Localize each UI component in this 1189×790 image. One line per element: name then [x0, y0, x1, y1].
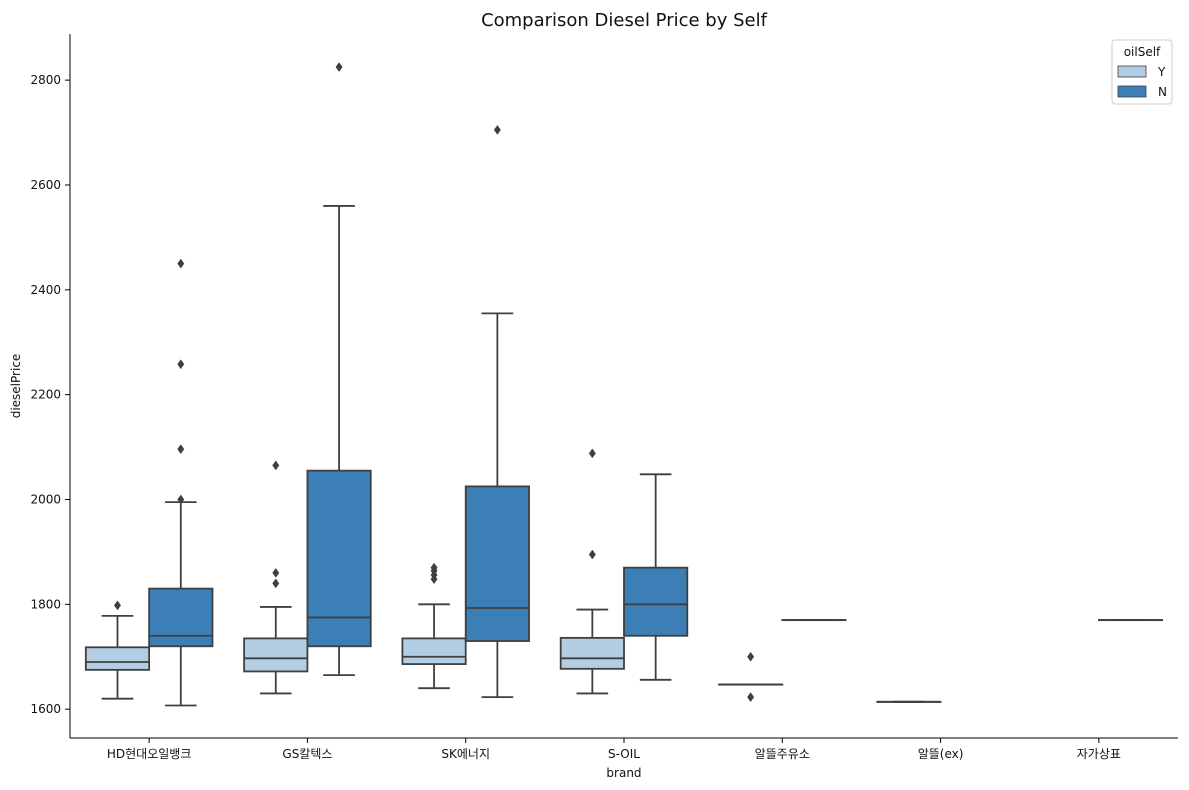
x-ticks: HD현대오일뱅크 GS칼텍스 SK에너지 S-OIL 알뜰주유소 알뜰(ex) 자가상표: [107, 738, 1121, 761]
y-tick-label: 2000: [30, 492, 61, 506]
outlier-point: [272, 567, 280, 578]
x-tick-label: HD현대오일뱅크: [107, 747, 192, 761]
y-tick-label: 2200: [30, 388, 61, 402]
x-tick-label: GS칼텍스: [282, 747, 332, 761]
chart-title: Comparison Diesel Price by Self: [481, 10, 768, 31]
outlier-point: [747, 692, 755, 703]
x-tick-label: 알뜰(ex): [918, 747, 964, 761]
iqr-box: [84, 646, 151, 671]
box-N-2: [464, 124, 530, 699]
x-axis-label: brand: [606, 766, 641, 780]
legend-items: YN: [1117, 65, 1167, 99]
y-tick-label: 1800: [30, 597, 61, 611]
outlier-point: [177, 359, 185, 370]
outlier-point: [747, 651, 755, 662]
box-Y-0: [84, 600, 151, 700]
legend-label-Y: Y: [1157, 65, 1166, 79]
outlier-point: [113, 600, 121, 611]
iqr-box: [306, 469, 372, 648]
outlier-point: [272, 460, 280, 471]
iqr-box: [401, 637, 467, 665]
x-tick-label: S-OIL: [608, 747, 640, 761]
outlier-point: [177, 444, 185, 455]
box-Y-1: [243, 460, 309, 695]
outlier-point: [177, 258, 185, 269]
legend-title: oilSelf: [1124, 45, 1161, 59]
y-tick-label: 2400: [30, 283, 61, 297]
box-Y-4: [718, 651, 784, 703]
outlier-point: [430, 562, 438, 573]
x-tick-label: 알뜰주유소: [755, 747, 810, 761]
iqr-box: [464, 485, 530, 642]
outlier-point: [588, 549, 596, 560]
box-N-0: [148, 258, 214, 707]
iqr-box: [623, 566, 689, 637]
legend-swatch-Y: [1117, 65, 1147, 78]
box-N-3: [623, 473, 689, 681]
iqr-box: [559, 636, 625, 670]
iqr-box: [148, 587, 214, 648]
y-tick-label: 1600: [30, 702, 61, 716]
iqr-box: [243, 637, 309, 673]
x-tick-label: SK에너지: [441, 747, 490, 761]
outlier-point: [335, 62, 343, 72]
y-tick-label: 2800: [30, 73, 61, 87]
legend-label-N: N: [1158, 85, 1167, 99]
outlier-point: [588, 448, 596, 459]
x-tick-label: 자가상표: [1077, 747, 1121, 761]
outlier-point: [493, 124, 501, 135]
y-ticks: 1600 1800 2000 2200 2400 2600 2800: [30, 73, 70, 716]
outlier-point: [177, 494, 185, 505]
plot-area: [84, 62, 1164, 707]
outlier-point: [272, 578, 280, 589]
box-N-1: [306, 62, 372, 676]
box-Y-2: [401, 562, 467, 690]
legend-swatch-N: [1117, 85, 1147, 98]
y-axis-label: dieselPrice: [9, 354, 23, 419]
y-tick-label: 2600: [30, 178, 61, 192]
legend: oilSelf YN: [1111, 39, 1173, 105]
box-Y-3: [559, 448, 625, 695]
